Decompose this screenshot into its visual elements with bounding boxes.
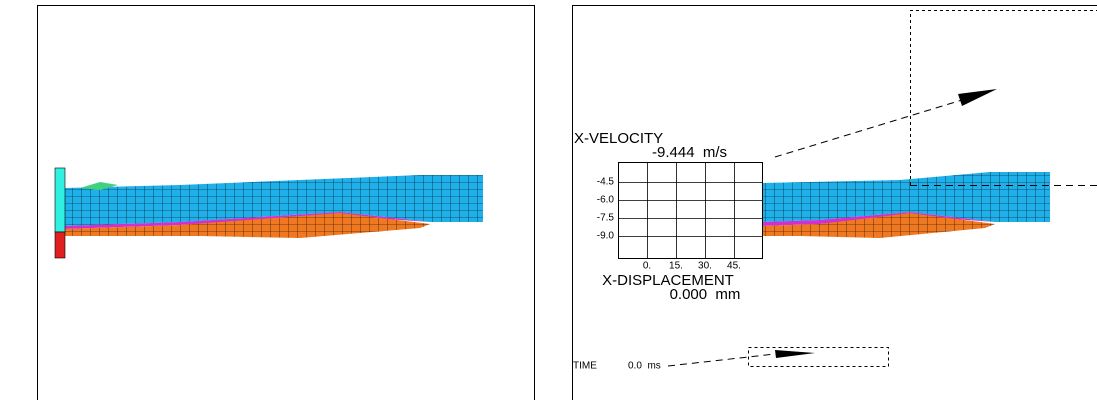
x-tick-label: 30.	[698, 261, 712, 272]
x-value: 0.000 mm	[670, 286, 741, 303]
x-tick-label: 0.	[643, 261, 651, 272]
y-label: X-VELOCITY	[574, 130, 663, 147]
y-value: -9.444 m/s	[652, 144, 727, 161]
time-label: TIME	[573, 361, 597, 372]
y-tick-label: -9.0	[597, 231, 615, 242]
x-tick-label: 45.	[727, 261, 741, 272]
inset-plot	[618, 162, 763, 259]
x-tick-label: 15.	[669, 261, 683, 272]
screen: X-VELOCITY -9.444 m/s -4.5 -6.0 -7.5 -9.…	[0, 0, 1097, 400]
y-tick-label: -4.5	[597, 177, 615, 188]
time-value: 0.0 ms	[628, 361, 661, 372]
y-tick-label: -7.5	[597, 213, 615, 224]
y-tick-label: -6.0	[597, 195, 615, 206]
